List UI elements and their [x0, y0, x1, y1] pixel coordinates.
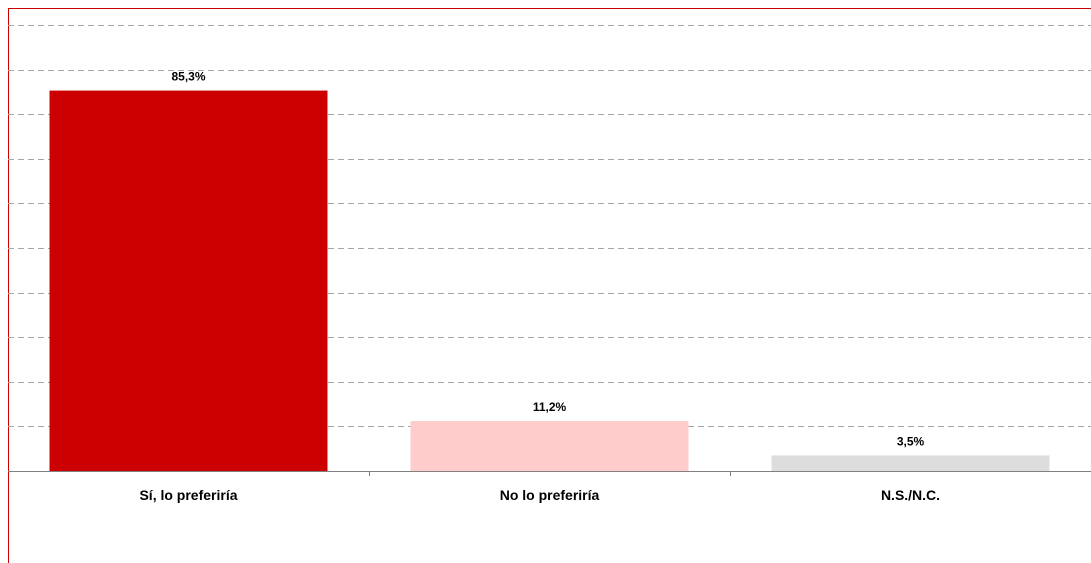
bar — [49, 90, 328, 471]
bar — [410, 421, 689, 471]
bar — [771, 455, 1050, 471]
value-label: 3,5% — [897, 434, 925, 448]
category-label: Sí, lo preferiría — [139, 487, 237, 503]
category-label: N.S./N.C. — [881, 487, 940, 503]
category-labels: Sí, lo preferiría No lo preferiría N.S./N.… — [139, 487, 940, 503]
category-label: No lo preferiría — [500, 487, 600, 503]
x-axis-ticks — [369, 471, 731, 476]
value-label: 85,3% — [171, 70, 205, 84]
value-label: 11,2% — [533, 400, 567, 414]
bars — [49, 90, 1050, 471]
value-labels: 85,3% 11,2% 3,5% — [171, 70, 924, 449]
